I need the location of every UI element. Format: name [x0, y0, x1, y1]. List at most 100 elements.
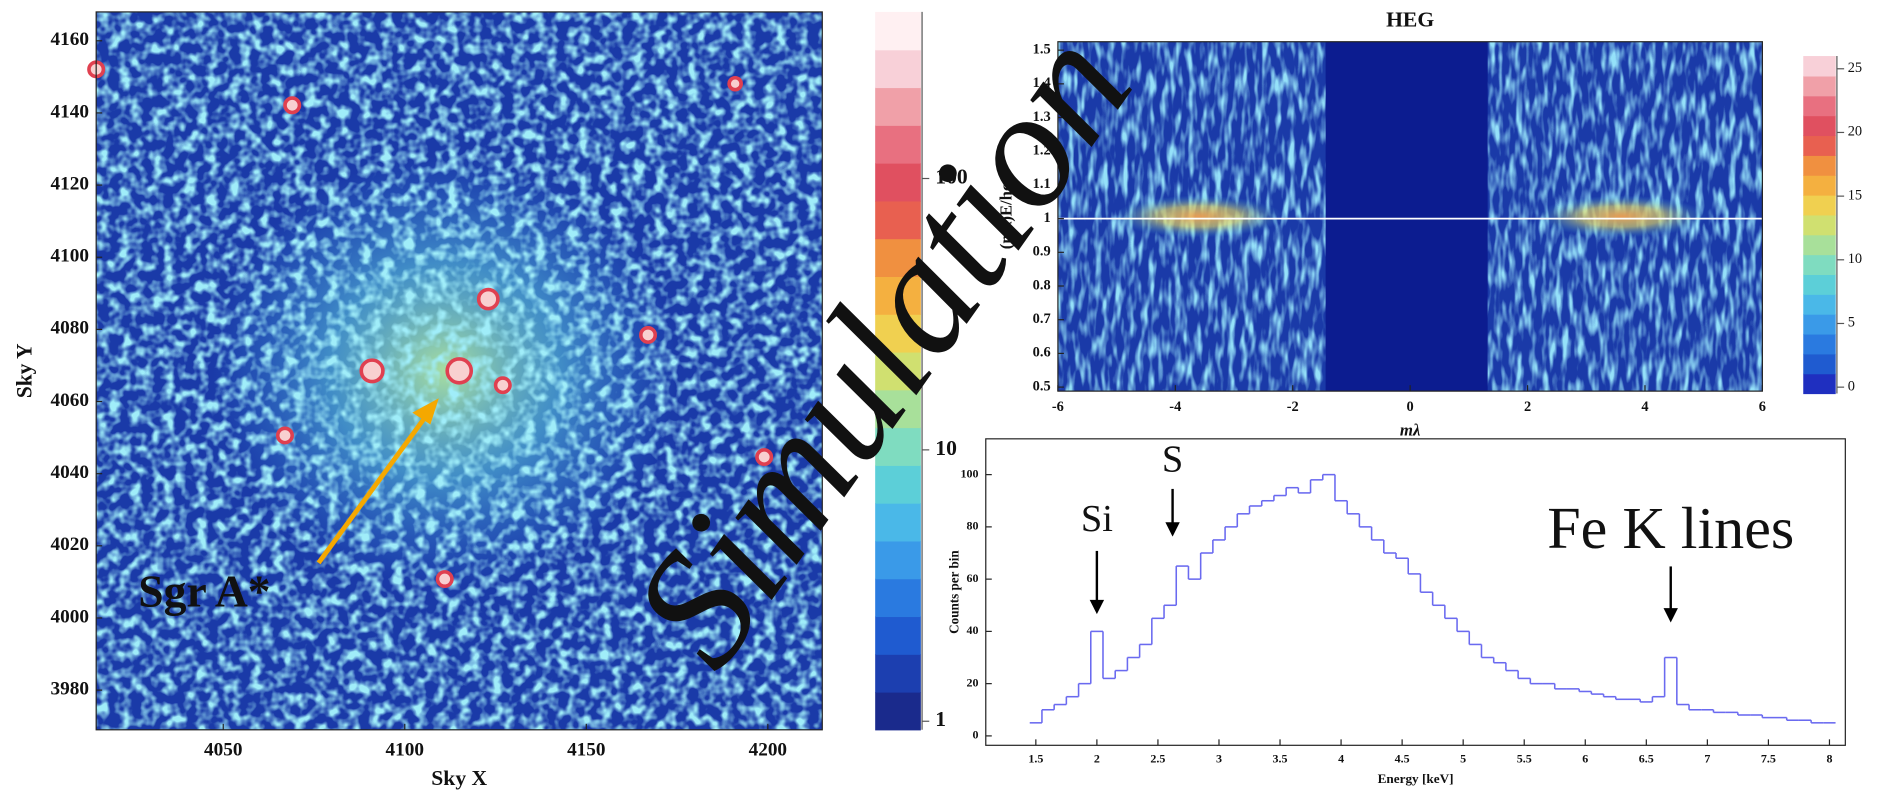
colorbar-band [1803, 353, 1836, 375]
y-tick-label: 1.5 [1033, 41, 1051, 57]
y-tick-label: 3980 [51, 679, 89, 700]
x-tick-label: 3.5 [1273, 751, 1288, 765]
colorbar-tick-label: 100 [935, 165, 967, 189]
x-tick-label: 7 [1704, 751, 1710, 765]
y-tick-label: 4100 [51, 246, 89, 267]
x-tick-label: 0 [1407, 399, 1414, 415]
x-tick-label: 2.5 [1150, 751, 1165, 765]
y-tick-label: 0.5 [1033, 378, 1051, 394]
point-source [283, 96, 302, 115]
x-tick-label: 7.5 [1761, 751, 1776, 765]
colorbar-band [875, 49, 921, 89]
x-tick-label: 6 [1582, 751, 1588, 765]
y-tick-label: 0.9 [1033, 244, 1051, 260]
chart-title: HEG [1386, 7, 1434, 31]
y-tick-label: 4140 [51, 101, 89, 122]
point-source [275, 426, 294, 445]
plot-frame [985, 438, 1846, 746]
y-tick-label: 100 [961, 466, 979, 480]
y-tick-label: 80 [967, 519, 979, 533]
x-tick-label: 5.5 [1517, 751, 1532, 765]
y-axis-label: Sky Y [12, 343, 36, 398]
x-tick-label: -6 [1052, 399, 1064, 415]
x-tick-label: 4.5 [1395, 751, 1410, 765]
y-tick-label: 0 [973, 728, 979, 742]
colorbar-band [1803, 214, 1836, 236]
colorbar-band [1803, 56, 1836, 77]
y-tick-label: 0.7 [1033, 311, 1051, 327]
colorbar-band [875, 503, 921, 542]
colorbar-tick-label: 20 [1848, 124, 1862, 140]
y-tick-label: 1.1 [1033, 176, 1051, 192]
colorbar-tick-label: 5 [1848, 315, 1855, 331]
colorbar-tick-label: 15 [1848, 187, 1862, 203]
colorbar-band [1803, 175, 1836, 196]
y-tick-label: 1 [1043, 210, 1050, 226]
y-axis-label: Counts per bin [947, 550, 962, 634]
y-tick-label: 4120 [51, 174, 89, 195]
annotation-label: S [1162, 439, 1183, 481]
colorbar-band [875, 163, 921, 202]
x-axis-label: Sky X [431, 766, 487, 790]
colorbar-band [1803, 333, 1836, 355]
colorbar-band [1803, 95, 1836, 117]
dispersed-band [1536, 195, 1707, 238]
point-source [359, 358, 385, 384]
colorbar-tick-label: 10 [935, 436, 957, 460]
y-tick-label: 4040 [51, 462, 89, 483]
colorbar-band [1803, 373, 1836, 395]
x-tick-label: 1.5 [1028, 751, 1043, 765]
annotation-arrow [316, 413, 429, 565]
colorbar-band [1803, 155, 1836, 176]
colorbar-band [1803, 274, 1836, 295]
colorbar-band [1803, 195, 1836, 216]
colorbar-band [875, 276, 921, 315]
annotation: Sgr A* [138, 566, 270, 617]
annotation-arrowhead [1165, 522, 1180, 537]
x-tick-label: -4 [1169, 399, 1181, 415]
annotation-arrowhead [412, 398, 439, 425]
y-tick-label: 1.4 [1033, 75, 1051, 91]
x-tick-label: 5 [1460, 751, 1466, 765]
x-tick-label: 6 [1759, 399, 1766, 415]
colorbar-band [1803, 135, 1836, 156]
x-tick-label: 4200 [749, 740, 787, 761]
x-tick-label: 4100 [386, 740, 424, 761]
y-tick-label: 20 [967, 675, 979, 689]
point-source [639, 326, 658, 344]
colorbar-band [875, 616, 921, 655]
colorbar-band [875, 427, 921, 466]
y-tick-label: 4060 [51, 390, 89, 411]
dispersed-band [1114, 195, 1284, 238]
x-tick-label: 6.5 [1639, 751, 1654, 765]
colorbar-band [1803, 294, 1836, 315]
colorbar-band [875, 314, 921, 353]
colorbar-tick-label: 1 [935, 707, 946, 731]
colorbar-band [875, 578, 921, 618]
colorbar-tick-label: 10 [1848, 251, 1862, 267]
colorbar-band [875, 389, 921, 429]
y-tick-label: 60 [967, 571, 979, 585]
x-tick-label: -2 [1287, 399, 1299, 415]
annotation-arrowhead [1663, 608, 1678, 623]
x-tick-label: 4 [1641, 399, 1648, 415]
x-tick-label: 8 [1826, 751, 1832, 765]
y-tick-label: 1.2 [1033, 143, 1051, 159]
y-tick-label: 4020 [51, 534, 89, 555]
colorbar-band [875, 351, 921, 391]
point-source [445, 357, 474, 385]
colorbar-band [875, 200, 921, 240]
x-tick-label: 3 [1216, 751, 1222, 765]
y-tick-label: 4080 [51, 318, 89, 339]
plot-frame [95, 11, 823, 731]
point-source [755, 448, 774, 466]
x-tick-label: 2 [1524, 399, 1531, 415]
x-tick-label: 4150 [567, 740, 605, 761]
x-axis-label: Energy [keV] [1378, 771, 1454, 786]
y-axis-label: (mλ)E/hc [996, 183, 1015, 249]
colorbar-band [875, 692, 921, 731]
zero-order-gap [1325, 41, 1488, 392]
colorbar-band [875, 238, 921, 278]
